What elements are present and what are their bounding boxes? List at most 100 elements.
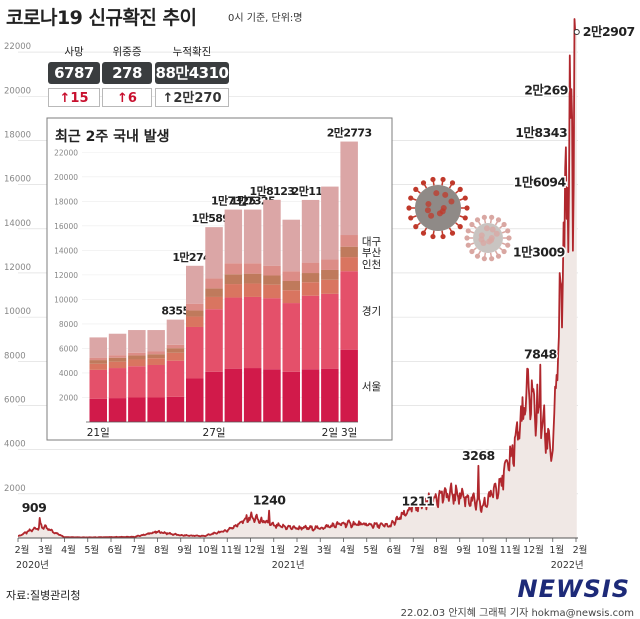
bar-total-label: 2만111 xyxy=(292,184,330,198)
bar-segment xyxy=(128,366,146,398)
bar-total-label: 8355 xyxy=(161,305,189,318)
bar-segment xyxy=(108,361,127,369)
bar-segment xyxy=(263,284,281,299)
virus-spike-tip xyxy=(413,186,419,192)
source-note: 자료:질병관리청 xyxy=(6,589,81,602)
virus-spot xyxy=(433,190,440,197)
x-tick-label: 5월 xyxy=(363,544,378,556)
up-arrow-icon: ↑ xyxy=(117,91,128,106)
inset-y-tick-label: 2000 xyxy=(59,393,78,402)
stat-delta-cumulative-value: 2만270 xyxy=(173,91,222,106)
x-tick-label: 7월 xyxy=(410,544,425,556)
bar-segment xyxy=(147,330,165,352)
bar-segment xyxy=(166,319,185,345)
virus-spike-tip xyxy=(481,256,487,262)
bar-segment xyxy=(186,316,204,327)
virus-spike-tip xyxy=(420,180,427,186)
newsis-logo: NEWSIS xyxy=(517,575,630,603)
bar-segment xyxy=(108,368,127,399)
x-tick-label: 12월 xyxy=(523,544,544,556)
virus-spike-tip xyxy=(489,214,495,220)
x-tick-label: 1월 xyxy=(270,544,285,556)
bar-segment xyxy=(282,371,300,422)
x-tick-label: 10월 xyxy=(198,544,219,556)
y-tick-label: 14000 xyxy=(4,219,31,229)
bar-segment xyxy=(205,288,223,297)
virus-spike-tip xyxy=(413,224,419,230)
x-tick-label: 7월 xyxy=(131,544,146,556)
bar-segment xyxy=(89,398,107,422)
bar-segment xyxy=(128,397,146,422)
trend-line xyxy=(17,18,577,539)
virus-spot xyxy=(428,212,435,219)
bar-segment xyxy=(205,371,223,422)
bar-segment xyxy=(224,274,243,285)
inset-y-tick-label: 6000 xyxy=(59,344,78,353)
bar-segment xyxy=(243,273,262,284)
virus-spike-tip xyxy=(408,215,414,221)
x-tick-label: 3월 xyxy=(38,544,53,556)
virus-spot xyxy=(478,232,485,239)
bar-segment xyxy=(282,290,300,304)
bar-segment xyxy=(282,281,300,291)
bar-segment xyxy=(128,352,146,356)
bar-segment xyxy=(301,282,320,296)
bar-segment xyxy=(186,303,204,311)
virus-spike-tip xyxy=(469,221,475,228)
page-subtitle: 0시 기준, 단위:명 xyxy=(228,13,303,24)
peak-label: 1만6094 xyxy=(514,175,567,190)
virus-spike-tip xyxy=(430,176,436,183)
peak-label: 1211 xyxy=(402,493,435,508)
peak-label: 2만2907 xyxy=(583,24,635,39)
virus-spike-tip xyxy=(449,230,456,236)
virus-spike-tip xyxy=(462,195,468,201)
virus-spike-tip xyxy=(430,233,436,240)
virus-spike-tip xyxy=(505,242,511,248)
bar-segment xyxy=(340,271,358,350)
stat-delta-critical-value: 6 xyxy=(127,91,137,106)
y-tick-label: 6000 xyxy=(4,395,26,405)
virus-spike-tip xyxy=(440,176,446,183)
bar-segment xyxy=(128,355,146,360)
bar-segment xyxy=(224,297,243,369)
virus-spot xyxy=(486,238,493,245)
x-tick-label: 1월 xyxy=(549,544,564,556)
stat-delta-cumulative: ↑2만270 xyxy=(155,88,229,107)
peak-label: 3268 xyxy=(462,448,495,463)
virus-spot xyxy=(436,210,443,217)
bar-segment xyxy=(166,352,185,361)
bar-segment xyxy=(147,354,165,359)
virus-spike-tip xyxy=(495,217,502,223)
virus-spike-tip xyxy=(462,215,468,221)
stat-value-critical: 278 xyxy=(102,62,152,84)
up-arrow-icon: ↑ xyxy=(162,91,174,106)
stat-value-deaths: 6787 xyxy=(48,62,100,84)
bar-segment xyxy=(89,357,107,361)
series-legend-label: 대구 xyxy=(362,236,382,248)
bar-segment xyxy=(205,309,223,372)
x-tick-label: 4월 xyxy=(340,544,355,556)
bar-segment xyxy=(166,344,185,349)
virus-spike-tip xyxy=(408,195,414,201)
y-tick-label: 16000 xyxy=(4,175,31,185)
virus-spot xyxy=(493,230,500,237)
bar-segment xyxy=(282,271,300,281)
bar-segment xyxy=(263,275,281,285)
bar-segment xyxy=(186,265,204,304)
year-label: 2020년 xyxy=(16,560,49,571)
bar-segment xyxy=(147,364,165,398)
virus-spike-tip xyxy=(474,253,481,259)
bar-segment xyxy=(147,358,165,365)
y-tick-label: 20000 xyxy=(4,86,31,96)
x-tick-label: 2월 xyxy=(294,544,309,556)
x-tick-label: 11월 xyxy=(500,544,521,556)
bar-segment xyxy=(301,295,320,370)
bar-segment xyxy=(166,360,185,397)
inset-y-tick-label: 4000 xyxy=(59,369,78,378)
series-legend-label: 인천 xyxy=(362,259,381,271)
series-legend-label: 경기 xyxy=(362,304,381,317)
inset-y-tick-label: 14000 xyxy=(54,246,78,255)
endpoint-marker xyxy=(573,29,580,36)
